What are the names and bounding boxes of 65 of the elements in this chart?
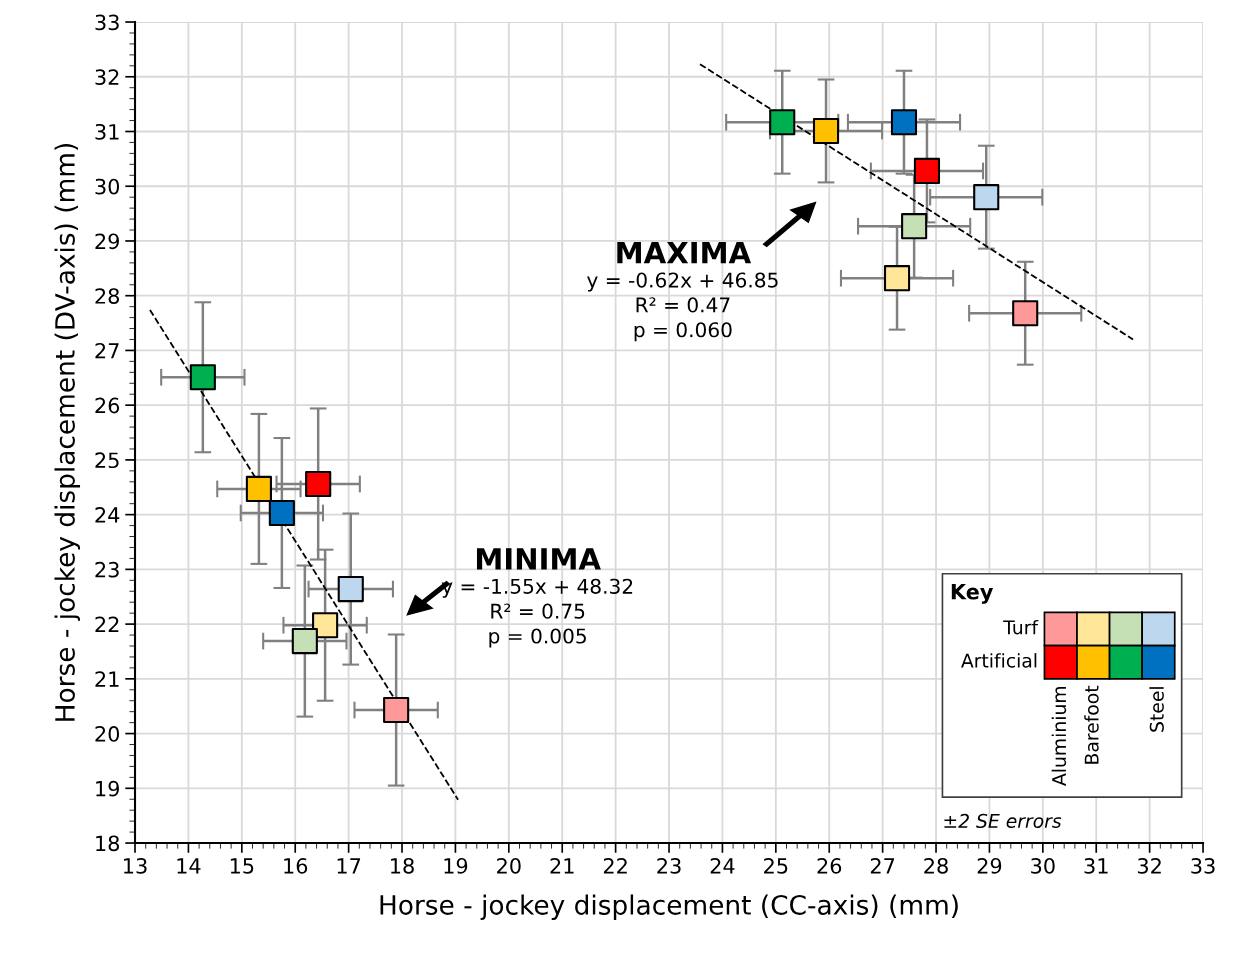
x-tick-label: 28 <box>924 857 948 874</box>
y-tick-label: 28 <box>95 288 119 304</box>
x-tick-label: 33 <box>1191 857 1215 874</box>
point <box>1012 300 1039 327</box>
point <box>913 157 941 184</box>
legend-label: Barefoot <box>1084 685 1099 764</box>
annotation: y = -0.62x + 46.85 R² = 0.47 p = 0.060 <box>587 272 778 342</box>
point <box>901 213 928 240</box>
x-tick-label: 18 <box>391 857 414 874</box>
x-tick-label: 13 <box>124 857 147 874</box>
y-tick-label: 19 <box>96 780 119 797</box>
x-tick-label: 19 <box>444 857 468 874</box>
y-tick-label: 30 <box>95 178 120 195</box>
x-axis-title: Horse - jockey displacement (CC-axis) (mm) <box>380 894 958 920</box>
x-tick-label: 25 <box>764 857 788 874</box>
y-axis-title: Horse - jockey displacement (DV-axis) (mm) <box>54 143 81 721</box>
annotation: Artificial <box>961 653 1037 668</box>
point <box>337 576 364 603</box>
x-tick-label: 26 <box>817 857 842 874</box>
y-tick-label: 18 <box>96 835 119 852</box>
legend-label: Aluminium <box>1051 686 1067 786</box>
y-tick-label: 26 <box>95 397 120 414</box>
point <box>890 109 918 136</box>
x-tick-label: 15 <box>230 858 254 874</box>
x-tick-label: 31 <box>1084 857 1108 874</box>
y-tick-label: 25 <box>95 452 119 469</box>
point <box>973 184 1000 211</box>
x-tick-label: 29 <box>977 857 1002 874</box>
annotation: ±2 SE errors <box>944 813 1062 828</box>
point <box>769 109 796 136</box>
x-tick-label: 14 <box>177 858 201 874</box>
point <box>812 117 840 145</box>
annotation: MINIMA <box>476 548 601 570</box>
point <box>291 628 318 655</box>
y-tick-label: 27 <box>95 342 119 359</box>
x-tick-label: 24 <box>710 857 735 874</box>
x-tick-label: 27 <box>870 857 895 874</box>
point <box>189 364 216 391</box>
x-tick-label: 30 <box>1031 857 1055 874</box>
x-tick-label: 20 <box>497 857 521 874</box>
y-tick-label: 20 <box>95 726 120 742</box>
point <box>245 475 272 502</box>
x-tick-label: 32 <box>1137 857 1161 874</box>
x-tick-label: 17 <box>337 858 361 874</box>
annotation: MAXIMA <box>617 241 752 264</box>
y-tick-label: 24 <box>95 507 120 523</box>
y-tick-label: 22 <box>95 616 119 633</box>
point <box>305 470 332 498</box>
y-tick-label: 32 <box>95 69 119 85</box>
y-tick-label: 33 <box>95 14 119 31</box>
point <box>312 612 339 639</box>
point <box>383 696 410 724</box>
point <box>268 499 295 527</box>
x-tick-label: 21 <box>550 857 574 874</box>
y-tick-label: 29 <box>95 233 119 250</box>
y-tick-label: 23 <box>95 561 119 578</box>
x-tick-label: 22 <box>603 857 627 874</box>
x-tick-label: 23 <box>657 857 681 874</box>
point <box>883 265 911 292</box>
y-tick-label: 31 <box>95 123 119 140</box>
legend-label: Steel <box>1149 687 1164 732</box>
x-tick-label: 16 <box>284 857 308 874</box>
annotation: Turf <box>1003 619 1039 635</box>
annotation: Key <box>951 584 994 604</box>
y-tick-label: 21 <box>95 671 119 687</box>
